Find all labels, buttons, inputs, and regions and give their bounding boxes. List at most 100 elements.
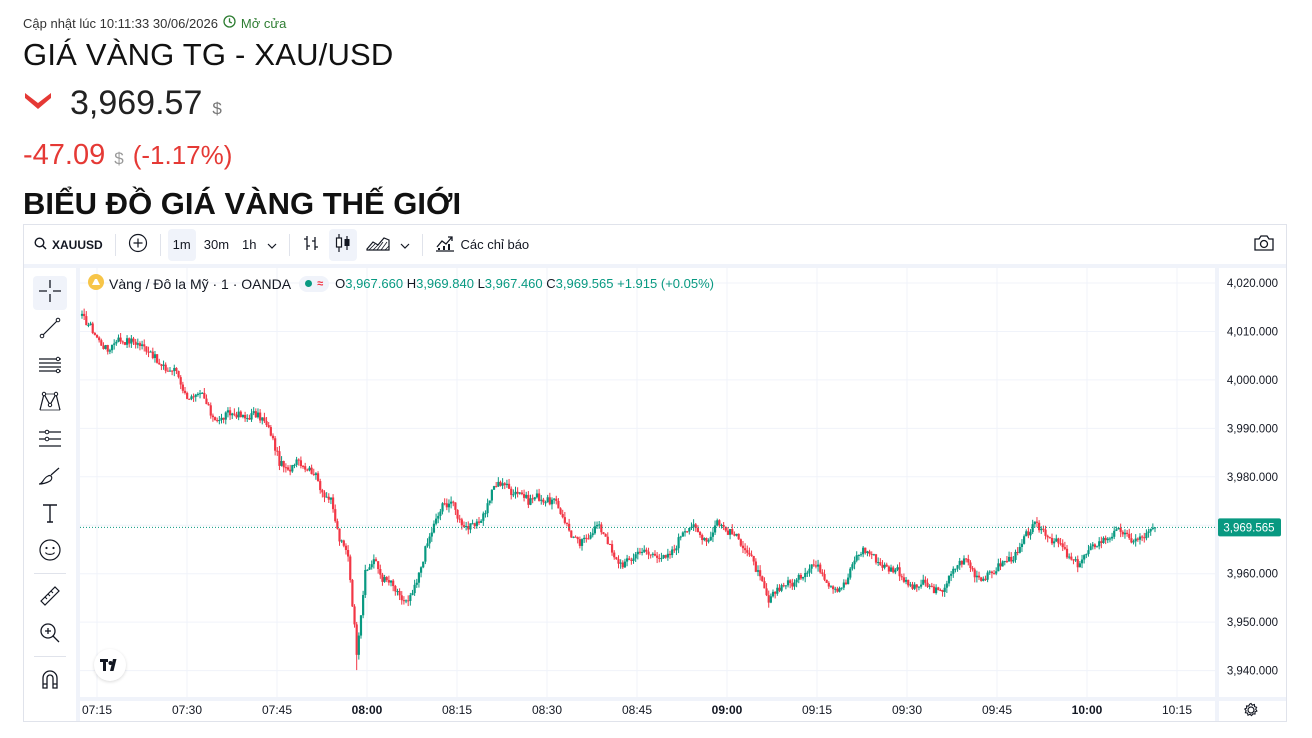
magnet-tool[interactable] (33, 664, 67, 698)
pattern-tool[interactable] (33, 387, 67, 421)
bar-style-button[interactable] (297, 229, 325, 261)
candle-body (156, 354, 159, 363)
candle-body (821, 572, 824, 575)
zoom-tool[interactable] (33, 618, 67, 652)
candle-body (703, 538, 706, 541)
fib-tool[interactable] (33, 350, 67, 384)
candle-body (673, 549, 676, 551)
candle-body (1076, 559, 1079, 568)
candle-body (799, 574, 803, 579)
time-tick-label: 09:30 (892, 703, 922, 717)
candle-body (990, 571, 994, 574)
candle-body (653, 553, 657, 556)
symbol-search-button[interactable]: XAUUSD (29, 229, 108, 261)
chart-canvas[interactable]: 4,020.000 4,010.000 4,000.000 3,990.000 3,98… (24, 225, 1286, 721)
page-title: GIÁ VÀNG TG - XAU/USD (23, 37, 394, 72)
candle-body (85, 316, 88, 326)
updated-line: Cập nhật lúc 10:11:33 30/06/2026 Mở cửa (23, 15, 286, 31)
candle-body (739, 539, 742, 546)
candle-body (398, 591, 401, 596)
candle-body (396, 591, 399, 593)
candle-body (473, 523, 476, 527)
candle-body (426, 543, 429, 547)
candle-body (896, 567, 899, 570)
time-tick-label: 09:00 (712, 703, 743, 717)
candle-body (533, 497, 536, 500)
area-style-button[interactable] (361, 229, 395, 261)
ruler-tool[interactable] (33, 581, 67, 615)
trend-line-tool[interactable] (33, 313, 67, 347)
candle-body (222, 417, 225, 420)
brush-tool[interactable] (33, 461, 67, 495)
candle-body (636, 551, 639, 555)
candle-body (445, 503, 448, 508)
camera-icon (1253, 234, 1275, 255)
candle-body (1138, 536, 1142, 540)
candle-body (1025, 531, 1028, 537)
interval-dropdown-button[interactable] (262, 229, 282, 261)
price-change-percent: (-1.17%) (132, 140, 233, 170)
candle-body (548, 497, 551, 505)
candle-body (250, 413, 253, 420)
interval-1h-button[interactable]: 1h (242, 237, 257, 252)
candle-body (347, 549, 350, 557)
candle-body (600, 524, 603, 533)
candle-body (1001, 561, 1004, 567)
candle-body (1132, 541, 1135, 543)
candle-body (499, 481, 502, 486)
candle-body (668, 553, 672, 556)
tradingview-logo[interactable] (94, 649, 126, 681)
candle-body (323, 492, 326, 498)
chart-style-dropdown-button[interactable] (395, 229, 415, 261)
candle-body (829, 586, 833, 588)
candle-body (973, 569, 976, 578)
candle-body (967, 558, 970, 563)
candle-body (945, 583, 948, 588)
candle-body (278, 451, 281, 466)
candle-body (529, 498, 532, 505)
tools-divider (34, 656, 66, 657)
legend-symbol-name[interactable]: Vàng / Đô la Mỹ · 1 · OANDA (109, 275, 292, 292)
candle-body (857, 554, 860, 556)
candle-body (992, 573, 996, 575)
projection-tool[interactable] (33, 424, 67, 458)
chart-settings-button[interactable] (1243, 702, 1258, 717)
candle-body (840, 587, 843, 589)
candle-style-button[interactable] (328, 228, 357, 261)
candle-body (1147, 531, 1150, 533)
candle-body (1085, 554, 1088, 556)
brush-icon (37, 464, 63, 493)
indicators-button[interactable]: Các chỉ báo (430, 229, 535, 261)
add-symbol-button[interactable] (123, 229, 153, 261)
bar-style-icon (302, 234, 320, 255)
candle-body (713, 525, 717, 533)
candle-body (452, 501, 455, 503)
snapshot-button[interactable] (1248, 229, 1280, 261)
candle-body (497, 481, 500, 487)
candle-body (488, 500, 491, 504)
candle-body (759, 570, 762, 577)
chart-grid (80, 268, 1216, 697)
candle-body (143, 344, 146, 347)
text-tool[interactable] (33, 498, 67, 532)
candle-body (604, 534, 607, 537)
crosshair-tool[interactable] (33, 276, 67, 310)
candle-body (795, 579, 798, 583)
candle-body (561, 514, 564, 518)
candle-body (610, 544, 614, 553)
interval-30m-button[interactable]: 30m (203, 237, 230, 252)
pattern-icon (37, 390, 63, 419)
market-status-pill[interactable]: ≈ (299, 275, 330, 292)
time-axis: 07:15 07:30 07:45 08:00 08:15 08:30 08:45 09:00… (80, 697, 1286, 717)
candle-body (997, 563, 1000, 572)
interval-1m-button[interactable]: 1m (167, 228, 196, 261)
candle-body (428, 536, 431, 544)
candle-body (259, 412, 262, 421)
emoji-tool[interactable] (33, 535, 67, 569)
candle-body (602, 532, 605, 535)
candle-body (175, 367, 178, 371)
candle-body (1018, 547, 1021, 553)
candle-body (763, 581, 766, 589)
price-tick-label: 4,000.000 (1227, 375, 1278, 387)
candle-body (741, 545, 745, 549)
